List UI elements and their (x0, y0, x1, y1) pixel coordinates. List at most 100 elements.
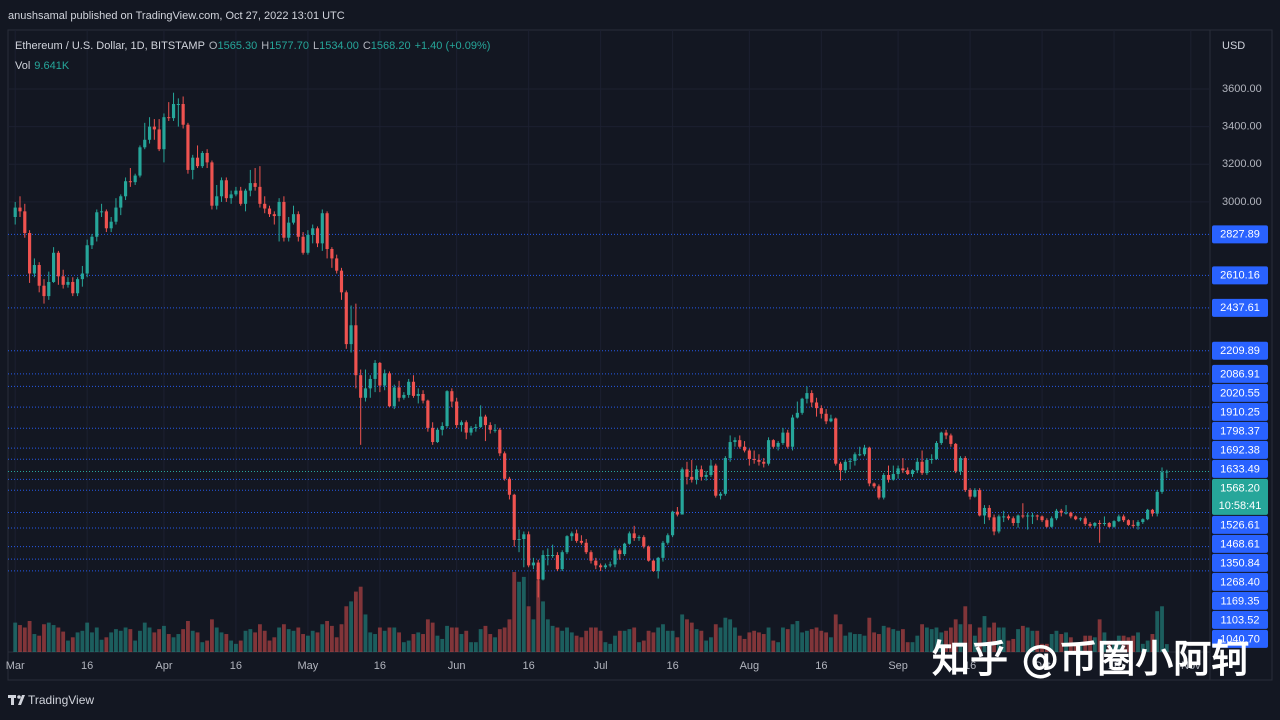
volume-bar (421, 634, 425, 652)
candle-body (1006, 516, 1011, 519)
candle-body (37, 265, 41, 286)
volume-bar (22, 627, 27, 652)
axis-layer: Mar 16 Apr 16 May 16 Jun 16 Jul 16 Aug 16 Sep 16 Oct 16… (6, 83, 1268, 672)
volume-bar (1136, 632, 1140, 652)
candle-body (709, 465, 713, 475)
volume-bar (473, 642, 478, 652)
volume-bar (90, 632, 94, 652)
candle-body (1160, 472, 1164, 492)
candle-body (656, 557, 660, 572)
volume-bar (224, 634, 229, 652)
chart-frame (7, 29, 1273, 681)
candle-body (123, 181, 128, 197)
volume-bar (704, 640, 709, 652)
volume-bar (661, 624, 665, 652)
volume-bar (958, 624, 963, 652)
candle-body (906, 470, 910, 475)
last-price-label: 1568.20 (1220, 482, 1260, 494)
candle-body (426, 400, 430, 428)
volume-bar (1006, 640, 1011, 652)
candle-body (181, 104, 185, 125)
level-label: 1268.40 (1220, 576, 1260, 588)
candle-body (915, 461, 919, 471)
candle-body (862, 447, 867, 455)
candle-body (541, 555, 545, 580)
volume-bar (545, 619, 550, 652)
candle-body (411, 381, 416, 396)
ohlc-value: 1577.70 (269, 40, 309, 52)
candle-body (171, 104, 176, 119)
volume-bar (334, 637, 339, 652)
candle-body (1093, 523, 1097, 526)
volume-legend: Vol 9.641K (15, 60, 69, 72)
countdown: 10:58:41 (1219, 500, 1262, 512)
volume-bar (944, 630, 949, 652)
candle-body (805, 393, 809, 399)
candle-body (694, 469, 699, 480)
volume-bar (737, 635, 742, 652)
candle-body (1155, 491, 1159, 514)
candle-body (757, 459, 761, 462)
volume-bar (454, 627, 459, 652)
level-label-box (1212, 572, 1268, 591)
candle-body (1141, 519, 1145, 523)
candle-body (819, 408, 823, 414)
candle-body (1117, 516, 1121, 522)
volume-bar (876, 634, 881, 652)
candle-body (718, 493, 723, 496)
candle-body (75, 279, 80, 294)
volume-bar (1092, 637, 1097, 652)
candle-body (277, 201, 281, 217)
candle-body (603, 565, 607, 568)
volume-bar (646, 630, 651, 652)
candle-body (61, 276, 65, 285)
volume-layer (13, 572, 1169, 652)
candle-body (301, 236, 305, 253)
volume-bar (430, 622, 435, 652)
watermark: 知乎 @币圈小阿轲 (932, 637, 1250, 681)
candle-body (339, 270, 344, 293)
candle-body (829, 418, 833, 422)
volume-bar (886, 627, 891, 652)
candle-body (512, 494, 516, 540)
candle-body (378, 362, 382, 386)
candle-body (589, 552, 593, 561)
candle-body (570, 533, 574, 537)
candle-body (651, 560, 655, 572)
candle-body (18, 207, 22, 212)
candle-body (80, 273, 84, 280)
candle-body (1050, 518, 1054, 527)
level-label-box (1212, 341, 1268, 360)
volume-bar (219, 632, 224, 652)
candle-body (1131, 524, 1135, 526)
volume-bar (205, 640, 210, 652)
volume-bar (190, 630, 195, 652)
candle-body (901, 468, 905, 471)
ohlc-label: C (362, 40, 371, 52)
candle-body (354, 325, 358, 376)
volume-bar (569, 632, 574, 652)
volume-bar (781, 627, 785, 652)
candle-body (742, 446, 747, 451)
y-tick-label: 3400.00 (1222, 121, 1262, 133)
candle-body (459, 422, 464, 426)
volume-bar (699, 630, 704, 652)
candle-body (147, 126, 152, 140)
volume-bar (42, 624, 46, 652)
y-tick-label: 3600.00 (1222, 83, 1262, 95)
candle-body (507, 478, 512, 495)
volume-bar (987, 627, 992, 652)
ohlc-field: O1565.30 (209, 40, 257, 52)
volume-bar (622, 630, 627, 652)
level-label-box (1212, 364, 1268, 383)
candle-body (47, 281, 51, 297)
candle-body (872, 483, 876, 487)
candle-body (766, 440, 771, 464)
level-label-box (1212, 553, 1268, 572)
level-label-box (1212, 610, 1268, 629)
volume-bar (963, 606, 968, 652)
candle-body (1045, 520, 1049, 527)
candle-body (762, 461, 766, 464)
candle-body (243, 190, 248, 204)
level-label: 1692.38 (1220, 444, 1260, 456)
